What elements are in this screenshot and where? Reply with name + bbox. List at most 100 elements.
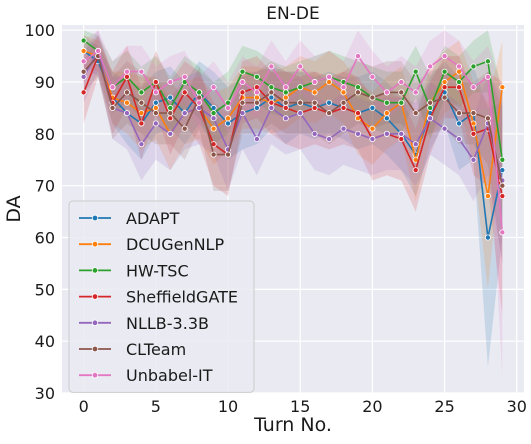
point-dcugennlp — [123, 99, 130, 106]
point-sheffieldgate — [138, 120, 145, 127]
point-unbabel-it — [109, 84, 116, 91]
point-nllb-3-3b — [456, 136, 463, 143]
point-unbabel-it — [138, 68, 145, 75]
point-clteam — [456, 110, 463, 117]
point-hw-tsc — [412, 68, 419, 75]
point-unbabel-it — [412, 89, 419, 96]
point-unbabel-it — [253, 89, 260, 96]
legend-marker — [91, 345, 99, 353]
point-sheffieldgate — [282, 104, 289, 111]
point-unbabel-it — [369, 73, 376, 80]
point-clteam — [326, 110, 333, 117]
legend-box — [68, 200, 255, 393]
point-sheffieldgate — [239, 89, 246, 96]
point-dcugennlp — [340, 89, 347, 96]
y-axis-label: DA — [3, 195, 25, 222]
point-sheffieldgate — [268, 99, 275, 106]
point-hw-tsc — [354, 84, 361, 91]
x-tick-label: 10 — [218, 397, 238, 416]
point-unbabel-it — [470, 84, 477, 91]
point-clteam — [109, 104, 116, 111]
point-sheffieldgate — [181, 89, 188, 96]
point-sheffieldgate — [441, 84, 448, 91]
point-clteam — [210, 151, 217, 158]
y-tick-label: 60 — [35, 229, 55, 248]
x-tick-label: 0 — [79, 397, 89, 416]
legend-marker — [91, 267, 99, 274]
point-clteam — [427, 99, 434, 106]
point-unbabel-it — [152, 89, 159, 96]
y-tick-labels: 30 40 50 60 70 80 90 100 — [24, 21, 55, 403]
point-hw-tsc — [398, 99, 405, 106]
point-clteam — [484, 115, 491, 122]
point-hw-tsc — [484, 58, 491, 65]
legend-marker — [91, 319, 99, 326]
point-nllb-3-3b — [297, 110, 304, 117]
point-nllb-3-3b — [354, 130, 361, 137]
point-dcugennlp — [210, 125, 217, 132]
confidence-band-nllb-3-3b — [83, 30, 503, 264]
x-tick-label: 30 — [507, 397, 527, 416]
point-sheffieldgate — [340, 104, 347, 111]
point-clteam — [354, 89, 361, 96]
point-nllb-3-3b — [369, 136, 376, 143]
point-unbabel-it — [239, 79, 246, 86]
point-nllb-3-3b — [80, 73, 87, 80]
point-clteam — [398, 89, 405, 96]
point-nllb-3-3b — [152, 120, 159, 127]
point-sheffieldgate — [152, 79, 159, 86]
point-clteam — [80, 68, 87, 75]
point-clteam — [412, 110, 419, 117]
point-adapt — [268, 94, 275, 101]
point-hw-tsc — [196, 89, 203, 96]
confidence-band-dcugennlp — [83, 35, 503, 290]
point-clteam — [225, 151, 232, 158]
confidence-band-hw-tsc — [83, 30, 503, 228]
point-adapt — [225, 120, 232, 127]
point-unbabel-it — [80, 58, 87, 65]
legend-label: ADAPT — [126, 209, 180, 228]
y-tick-label: 30 — [35, 384, 55, 403]
point-hw-tsc — [427, 104, 434, 111]
point-dcugennlp — [499, 84, 506, 91]
point-hw-tsc — [253, 73, 260, 80]
confidence-band-adapt — [83, 35, 503, 368]
series-lines — [80, 37, 506, 241]
point-unbabel-it — [383, 89, 390, 96]
legend-marker — [91, 293, 99, 300]
point-nllb-3-3b — [412, 141, 419, 148]
legend-marker — [91, 240, 99, 248]
point-clteam — [123, 89, 130, 96]
legend-label: DCUGenNLP — [126, 235, 224, 254]
point-nllb-3-3b — [398, 130, 405, 137]
point-sheffieldgate — [499, 193, 506, 200]
point-sheffieldgate — [167, 115, 174, 122]
point-adapt — [326, 99, 333, 106]
point-clteam — [499, 182, 506, 189]
point-sheffieldgate — [80, 89, 87, 96]
point-hw-tsc — [456, 79, 463, 86]
y-tick-label: 100 — [24, 21, 55, 40]
point-clteam — [441, 94, 448, 101]
point-unbabel-it — [441, 53, 448, 60]
point-nllb-3-3b — [282, 115, 289, 122]
point-hw-tsc — [210, 110, 217, 117]
point-nllb-3-3b — [138, 141, 145, 148]
point-nllb-3-3b — [340, 125, 347, 132]
legend: ADAPT DCUGenNLP HW-TSC SheffieldGATE NLLB-3.… — [68, 200, 255, 393]
point-clteam — [181, 125, 188, 132]
y-tick-label: 40 — [35, 332, 55, 351]
point-nllb-3-3b — [470, 156, 477, 163]
point-clteam — [239, 99, 246, 106]
point-unbabel-it — [427, 63, 434, 70]
point-nllb-3-3b — [383, 130, 390, 137]
point-clteam — [138, 99, 145, 106]
point-hw-tsc — [239, 68, 246, 75]
point-unbabel-it — [225, 104, 232, 111]
point-dcugennlp — [441, 79, 448, 86]
legend-label: HW-TSC — [126, 261, 189, 280]
point-adapt — [253, 104, 260, 111]
point-nllb-3-3b — [123, 110, 130, 117]
